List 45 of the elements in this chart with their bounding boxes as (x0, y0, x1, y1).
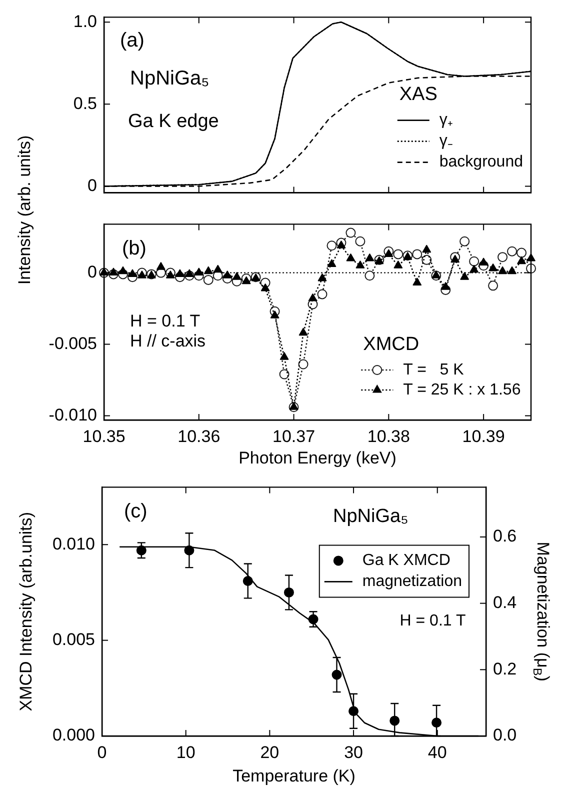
y-tick-label: -0.010 (48, 405, 97, 424)
legend-label: Ga K XMCD (362, 552, 450, 570)
legend-label: γ₊ (439, 112, 452, 129)
y-tick-label: 0.010 (52, 534, 95, 554)
annotation: (c) (124, 500, 148, 523)
x-tick-label: 30 (344, 742, 363, 762)
y-tick-label: 0 (88, 262, 97, 282)
y2-tick-label: 0.2 (493, 659, 517, 678)
legend-label: magnetization (362, 573, 462, 590)
y-tick-label: 1.0 (73, 12, 97, 31)
x-axis-title: Temperature (K) (232, 766, 356, 786)
annotation: H = 0.1 T (400, 612, 466, 630)
y-tick-label: 0.5 (73, 94, 97, 113)
y-axis-title: XMCD Intensity (arb.units) (16, 512, 36, 712)
annotation: NpNiGa₅ (130, 68, 210, 90)
x-tick-label: 10.35 (82, 426, 126, 446)
annotation: (b) (122, 238, 146, 260)
y-tick-label: -0.005 (48, 334, 97, 353)
legend-title: XMCD (363, 334, 420, 356)
y2-tick-label: 0.6 (493, 526, 517, 546)
annotation: NpNiGa₅ (333, 506, 408, 527)
x-tick-label: 10.37 (272, 426, 316, 446)
y-axis-title: Intensity (arb. units) (15, 134, 35, 287)
x-tick-label: 10.38 (367, 426, 410, 446)
x-tick-label: 40 (428, 742, 447, 762)
annotation: (a) (120, 30, 144, 52)
annotation: H = 0.1 T (130, 311, 200, 330)
annotation: Ga K edge (128, 110, 219, 132)
legend-label: T = 5 K (403, 361, 464, 378)
y-tick-label: 0 (88, 176, 97, 195)
y2-tick-label: 0.0 (493, 726, 517, 745)
y2-tick-label: 0.4 (493, 592, 517, 612)
x-tick-label: 10.36 (178, 426, 220, 446)
x-tick-label: 10.39 (462, 426, 505, 446)
x-axis-title: Photon Energy (keV) (238, 448, 396, 468)
legend-title: XAS (399, 84, 438, 106)
legend-label: γ₋ (439, 132, 452, 150)
y-tick-label: 0.005 (52, 630, 95, 649)
legend-label: background (439, 154, 524, 171)
x-tick-label: 10 (176, 742, 196, 762)
legend-label: T = 25 K : x 1.56 (403, 381, 521, 398)
x-tick-label: 20 (260, 742, 280, 762)
annotation: H // c-axis (130, 331, 206, 350)
y-tick-label: 0.000 (52, 726, 95, 745)
y2-axis-title: Magnetization (μB) (530, 542, 552, 682)
